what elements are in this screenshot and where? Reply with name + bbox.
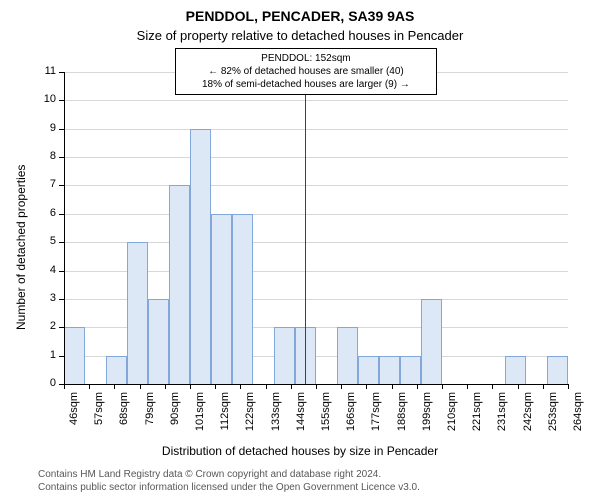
y-tick-label: 8 [34, 150, 56, 162]
x-tick-label: 101sqm [194, 392, 206, 444]
histogram-bar [232, 214, 253, 384]
gridline [64, 214, 568, 215]
x-tick-label: 68sqm [118, 392, 130, 444]
y-tick-label: 5 [34, 235, 56, 247]
x-tick-label: 253sqm [547, 392, 559, 444]
plot-area: 0123456789101146sqm57sqm68sqm79sqm90sqm1… [64, 72, 568, 384]
histogram-bar [190, 129, 211, 384]
x-tick-label: 46sqm [68, 392, 80, 444]
x-axis-line [64, 384, 568, 385]
y-axis-label: Number of detached properties [14, 165, 28, 330]
y-tick-label: 0 [34, 377, 56, 389]
histogram-bar [274, 327, 295, 384]
gridline [64, 185, 568, 186]
x-tick-label: 242sqm [522, 392, 534, 444]
x-tick-mark [568, 384, 569, 389]
histogram-bar [337, 327, 358, 384]
x-tick-label: 133sqm [270, 392, 282, 444]
footer-line-2: Contains public sector information licen… [38, 481, 420, 494]
gridline [64, 100, 568, 101]
x-tick-label: 210sqm [446, 392, 458, 444]
histogram-bar [358, 356, 379, 384]
x-tick-label: 177sqm [370, 392, 382, 444]
x-tick-label: 155sqm [320, 392, 332, 444]
x-tick-label: 57sqm [93, 392, 105, 444]
chart-title: PENDDOL, PENCADER, SA39 9AS [0, 8, 600, 24]
histogram-bar [421, 299, 442, 384]
x-tick-label: 188sqm [396, 392, 408, 444]
annotation-line: 18% of semi-detached houses are larger (… [182, 78, 430, 91]
y-tick-label: 9 [34, 122, 56, 134]
y-tick-label: 10 [34, 93, 56, 105]
x-tick-label: 90sqm [169, 392, 181, 444]
annotation-box: PENDDOL: 152sqm← 82% of detached houses … [175, 48, 437, 95]
histogram-bar [106, 356, 127, 384]
gridline [64, 157, 568, 158]
histogram-bar [400, 356, 421, 384]
y-tick-label: 7 [34, 178, 56, 190]
x-tick-label: 112sqm [219, 392, 231, 444]
histogram-bar [547, 356, 568, 384]
gridline [64, 129, 568, 130]
chart-footer: Contains HM Land Registry data © Crown c… [38, 468, 420, 494]
x-tick-label: 221sqm [471, 392, 483, 444]
histogram-bar [169, 185, 190, 384]
histogram-bar [64, 327, 85, 384]
histogram-bar [127, 242, 148, 384]
property-marker-line [305, 72, 306, 384]
footer-line-1: Contains HM Land Registry data © Crown c… [38, 468, 420, 481]
histogram-bar [379, 356, 400, 384]
x-axis-label: Distribution of detached houses by size … [0, 444, 600, 458]
y-tick-label: 11 [34, 65, 56, 77]
histogram-bar [211, 214, 232, 384]
x-tick-label: 144sqm [295, 392, 307, 444]
chart-subtitle: Size of property relative to detached ho… [0, 28, 600, 43]
x-tick-label: 199sqm [421, 392, 433, 444]
x-tick-label: 264sqm [572, 392, 584, 444]
x-tick-label: 166sqm [345, 392, 357, 444]
x-tick-label: 122sqm [244, 392, 256, 444]
y-tick-label: 6 [34, 207, 56, 219]
y-tick-label: 1 [34, 349, 56, 361]
x-tick-label: 79sqm [144, 392, 156, 444]
y-tick-label: 3 [34, 292, 56, 304]
y-tick-label: 4 [34, 264, 56, 276]
y-tick-label: 2 [34, 320, 56, 332]
annotation-line: PENDDOL: 152sqm [182, 52, 430, 65]
x-tick-label: 231sqm [496, 392, 508, 444]
annotation-line: ← 82% of detached houses are smaller (40… [182, 65, 430, 78]
histogram-bar [148, 299, 169, 384]
chart-container: { "chart": { "type": "histogram", "title… [0, 0, 600, 500]
histogram-bar [505, 356, 526, 384]
y-axis-line [64, 72, 65, 384]
